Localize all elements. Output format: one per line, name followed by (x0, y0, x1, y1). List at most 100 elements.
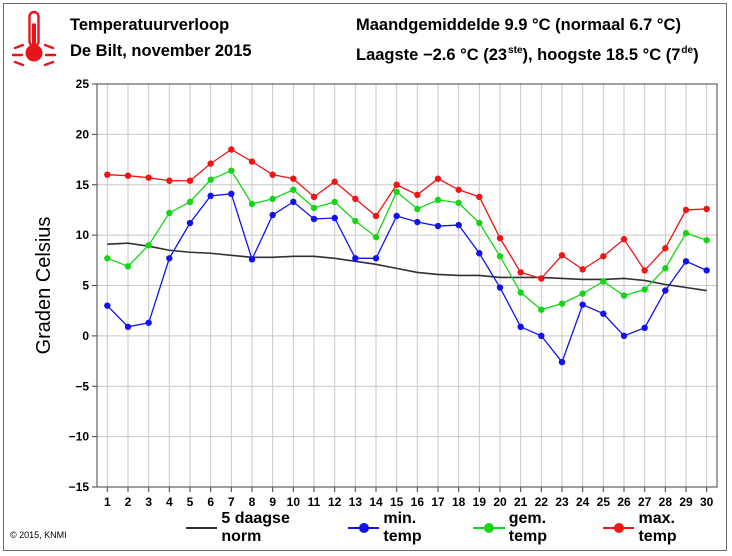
x-tick-label: 27 (638, 495, 652, 509)
data-point-mean (290, 186, 297, 193)
data-point-min (579, 301, 586, 308)
data-point-min (372, 255, 380, 262)
legend-item-norm: 5 daagse norm (186, 510, 332, 546)
extremes-text: Laagste −2.6 °C (23ste), hoogste 18.5 °C… (356, 38, 699, 68)
data-point-max (538, 275, 545, 282)
data-point-mean (104, 255, 111, 262)
data-point-max (517, 269, 524, 276)
series-min (104, 190, 710, 366)
data-point-max (331, 178, 338, 185)
grid-layer (97, 84, 717, 487)
data-point-mean (124, 263, 132, 270)
data-point-mean (352, 217, 359, 225)
x-tick-label: 3 (145, 495, 152, 509)
data-point-max (248, 158, 256, 165)
x-tick-label: 7 (228, 495, 235, 509)
x-tick-label: 21 (514, 495, 528, 509)
data-point-min (228, 190, 235, 198)
data-point-min (496, 284, 504, 291)
series-mean (104, 167, 710, 313)
data-point-min (600, 310, 607, 317)
x-tick-label: 20 (493, 495, 507, 509)
x-tick-label: 14 (369, 495, 383, 509)
data-point-mean (579, 290, 586, 297)
legend-label: 5 daagse norm (221, 510, 290, 545)
legend-label: min. temp (383, 510, 422, 545)
data-point-mean (558, 300, 566, 307)
legend-label: gem. temp (508, 510, 547, 545)
data-point-mean (186, 198, 194, 206)
data-point-mean (538, 306, 545, 313)
data-point-max (558, 252, 566, 259)
data-point-mean (393, 188, 400, 196)
data-point-max (186, 177, 194, 184)
x-tick-label: 22 (535, 495, 549, 509)
data-point-max (434, 175, 442, 182)
data-point-mean (331, 198, 338, 206)
data-point-mean (248, 200, 256, 208)
data-point-min (248, 256, 256, 263)
x-tick-label: 11 (308, 495, 321, 509)
ordinal-suffix: ste (508, 45, 523, 56)
data-point-max (310, 193, 318, 201)
x-tick-label: 6 (207, 495, 214, 509)
data-point-min (662, 287, 669, 294)
y-tick-label: −5 (75, 379, 89, 393)
data-point-max (124, 172, 132, 179)
data-point-mean (496, 253, 504, 260)
legend-swatch-line (186, 527, 218, 529)
legend-item-max: max. temp (603, 510, 716, 546)
y-tick-label: −15 (69, 480, 90, 494)
data-point-max (641, 267, 648, 274)
data-point-max (166, 177, 173, 184)
data-point-min (393, 212, 400, 220)
series-max (104, 146, 710, 282)
y-tick-label: −10 (69, 430, 90, 444)
legend: 5 daagse norm min. temp gem. temp max. temp (186, 510, 732, 545)
series-layer (104, 146, 710, 366)
data-point-mean (517, 289, 524, 296)
data-point-max (662, 245, 669, 252)
data-point-max (352, 195, 359, 203)
y-tick-label: 15 (76, 178, 90, 192)
x-tick-label: 17 (431, 495, 445, 509)
x-tick-label: 15 (390, 495, 404, 509)
data-point-min (620, 332, 628, 340)
data-point-mean (682, 229, 690, 237)
data-point-min (166, 255, 173, 262)
window-frame (3, 3, 727, 551)
data-point-max (600, 253, 607, 260)
legend-swatch (348, 520, 380, 536)
data-point-mean (372, 233, 380, 241)
data-point-min (476, 250, 483, 257)
chart-subtitle: De Bilt, november 2015 (70, 42, 252, 60)
series-line-mean (107, 169, 707, 311)
data-point-min (290, 198, 297, 206)
data-point-mean (228, 167, 235, 174)
x-tick-label: 30 (700, 495, 714, 509)
data-point-mean (145, 242, 152, 249)
data-point-mean (641, 286, 648, 293)
data-point-max (290, 175, 297, 182)
x-tick-label: 26 (617, 495, 631, 509)
data-point-max (145, 174, 152, 181)
data-point-mean (703, 236, 710, 244)
extremes-text-part: ) (693, 46, 699, 64)
data-point-mean (455, 199, 462, 207)
data-point-min (517, 323, 524, 331)
ordinal-suffix: de (681, 45, 694, 56)
x-tick-label: 16 (411, 495, 425, 509)
data-point-min (207, 192, 214, 200)
data-point-max (414, 191, 421, 199)
data-point-min (641, 324, 648, 332)
data-point-max (579, 266, 586, 273)
y-axis-label: Graden Celsius (33, 217, 55, 355)
legend-swatch-dot (614, 523, 625, 533)
data-point-max (703, 205, 710, 213)
data-point-min (414, 218, 421, 226)
x-tick-label: 12 (328, 495, 342, 509)
data-point-max (393, 181, 400, 188)
x-tick-label: 9 (269, 495, 276, 509)
